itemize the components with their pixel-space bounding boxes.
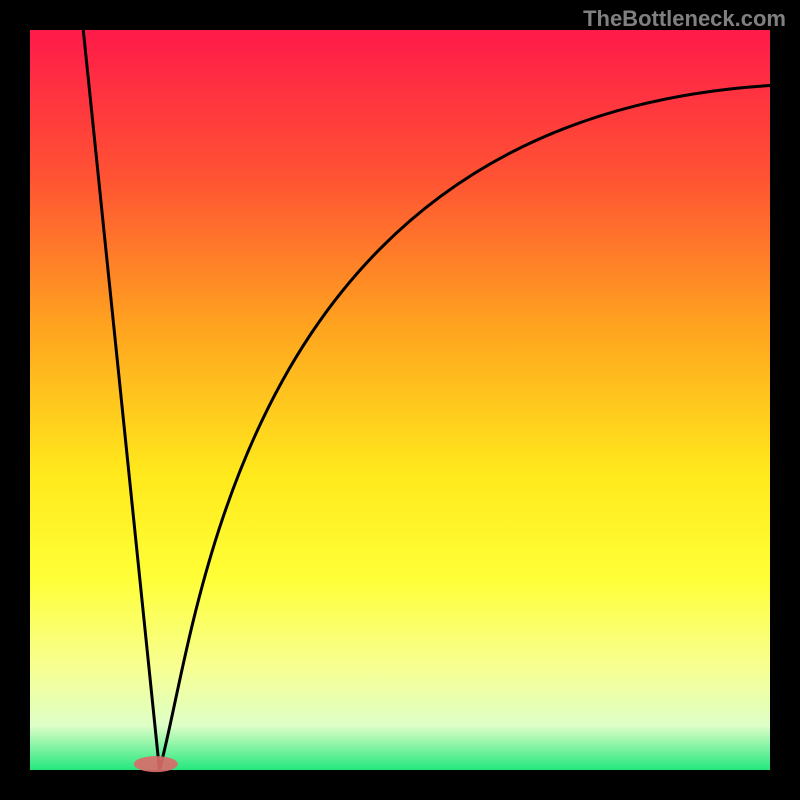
- bottleneck-chart: [0, 0, 800, 800]
- optimal-marker: [134, 756, 178, 772]
- watermark-text: TheBottleneck.com: [583, 6, 786, 32]
- plot-area-gradient: [30, 30, 770, 770]
- chart-container: TheBottleneck.com: [0, 0, 800, 800]
